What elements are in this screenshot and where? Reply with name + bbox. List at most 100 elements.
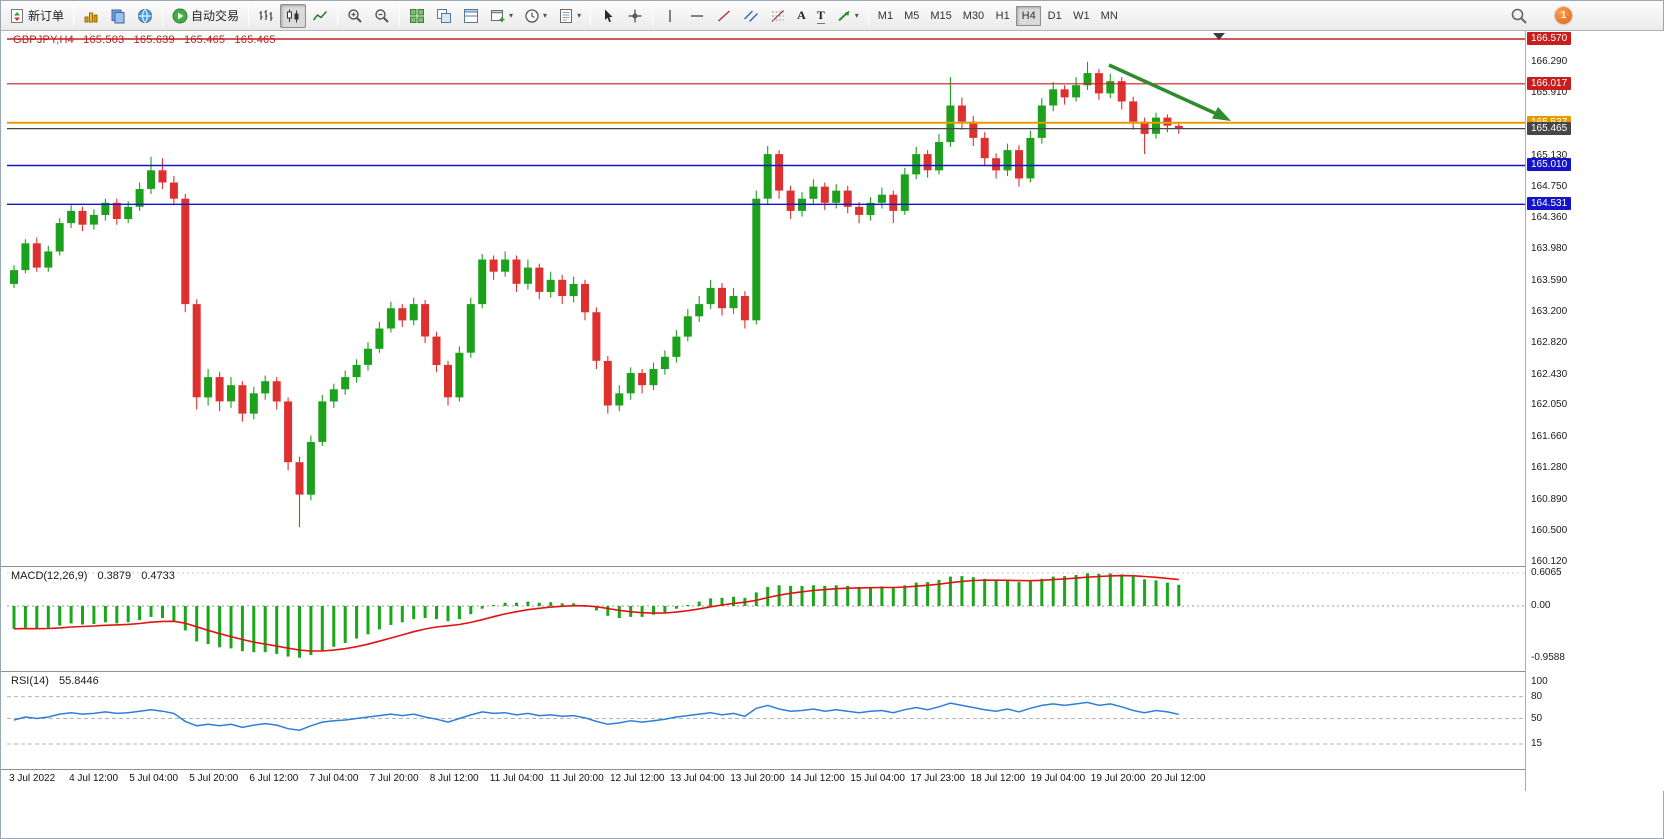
candle-body: [364, 348, 372, 365]
fibonacci-tool-button[interactable]: [765, 4, 791, 28]
bar-chart-button[interactable]: [253, 4, 279, 28]
zoom-in-button[interactable]: [342, 4, 368, 28]
toolbar-right-group: 1: [1505, 4, 1660, 28]
macd-histogram-bar: [549, 602, 553, 606]
candle-body: [341, 377, 350, 390]
timeframe-w1[interactable]: W1: [1068, 6, 1095, 26]
macd-histogram-bar: [800, 585, 804, 606]
price-axis[interactable]: 166.290 165.910 165.130 164.750 164.360 163.9…: [1525, 31, 1664, 791]
vertical-line-tool-button[interactable]: [657, 4, 683, 28]
time-axis-label: 12 Jul 12:00: [610, 773, 665, 784]
macd-histogram-bar: [857, 587, 861, 606]
price-tick-label: 166.290: [1531, 55, 1568, 67]
timeframe-m5[interactable]: M5: [899, 6, 924, 26]
autotrading-play-icon: [172, 8, 188, 23]
macd-histogram-bar: [926, 582, 930, 606]
candle-body: [227, 385, 235, 402]
new-chart-icon: [491, 9, 505, 22]
community-button[interactable]: [132, 4, 158, 28]
new-order-button[interactable]: 新订单: [4, 4, 69, 28]
rsi-axis-label: 50: [1531, 712, 1543, 724]
macd-histogram-bar: [1086, 573, 1089, 606]
panel-separator[interactable]: [1, 671, 1664, 672]
cascade-windows-icon: [437, 8, 452, 23]
data-window-icon: [111, 9, 125, 23]
time-axis-label: 4 Jul 12:00: [69, 773, 119, 784]
macd-canvas[interactable]: [7, 567, 1525, 670]
panel-separator[interactable]: [1, 566, 1664, 567]
chart-shift-marker[interactable]: [1213, 33, 1225, 40]
macd-histogram-bar: [1063, 576, 1067, 606]
arrows-tool-button[interactable]: ▾: [831, 4, 864, 28]
candle-body: [1003, 150, 1012, 171]
macd-histogram-bar: [663, 606, 667, 613]
macd-axis-label: 0.00: [1531, 600, 1551, 611]
macd-histogram-bar: [891, 587, 895, 606]
candle-body: [1140, 121, 1149, 134]
macd-histogram-bar: [1143, 579, 1147, 606]
new-order-label: 新订单: [28, 9, 65, 23]
time-axis[interactable]: 3 Jul 2022 4 Jul 12:00 5 Jul 04:00 5 Jul 20…: [7, 770, 1525, 791]
templates-button[interactable]: ▾: [553, 4, 586, 28]
periods-button[interactable]: ▾: [519, 4, 552, 28]
candle-body: [1072, 85, 1081, 98]
new-chart-button[interactable]: ▾: [485, 4, 518, 28]
timeframe-h4[interactable]: H4: [1016, 5, 1042, 26]
market-watch-button[interactable]: [78, 4, 104, 28]
macd-histogram-bar: [252, 606, 256, 653]
candle-body: [969, 121, 978, 138]
macd-histogram-bar: [560, 603, 564, 606]
text-tool-button[interactable]: A: [792, 4, 811, 28]
cascade-windows-button[interactable]: [431, 4, 457, 28]
tile-horizontal-button[interactable]: [458, 4, 484, 28]
candle-body: [89, 214, 98, 225]
horizontal-line-tool-button[interactable]: [684, 4, 710, 28]
line-chart-button[interactable]: [307, 4, 333, 28]
macd-histogram-bar: [1017, 582, 1021, 606]
toolbar-separator: [337, 5, 339, 26]
candle-body: [706, 287, 715, 305]
trendline-tool-button[interactable]: [711, 4, 737, 28]
macd-histogram-bar: [709, 598, 713, 606]
trend-arrow-annotation[interactable]: [1108, 63, 1231, 121]
label-tool-button[interactable]: T: [812, 4, 830, 28]
notification-badge[interactable]: 1: [1555, 7, 1572, 24]
zoom-out-button[interactable]: [369, 4, 395, 28]
line-chart-icon: [312, 10, 328, 20]
price-chart-canvas[interactable]: [7, 31, 1525, 566]
price-tick-label: 162.820: [1531, 337, 1568, 349]
candlestick-chart-button[interactable]: [280, 3, 307, 28]
candle-body: [455, 352, 464, 398]
candle-body: [660, 356, 669, 369]
timeframe-m1[interactable]: M1: [873, 6, 898, 26]
time-axis-label: 15 Jul 04:00: [850, 773, 905, 784]
cursor-button[interactable]: [595, 4, 621, 28]
crosshair-button[interactable]: [622, 4, 648, 28]
macd-histogram-bar: [480, 606, 484, 609]
time-axis-label: 6 Jul 12:00: [249, 773, 299, 784]
autotrading-button[interactable]: 自动交易: [167, 4, 244, 28]
timeframe-d1[interactable]: D1: [1042, 6, 1067, 26]
macd-histogram-bar: [103, 606, 107, 623]
candle-body: [992, 158, 1001, 171]
candle-body: [935, 142, 943, 171]
price-tick-label: 160.890: [1531, 493, 1568, 505]
channel-tool-button[interactable]: [738, 4, 764, 28]
candle-body: [158, 170, 167, 183]
macd-histogram-bar: [640, 606, 644, 617]
toolbar-separator: [399, 5, 401, 26]
macd-histogram-bar: [446, 606, 450, 622]
macd-histogram-bar: [69, 606, 73, 624]
rsi-canvas[interactable]: [7, 672, 1525, 768]
timeframe-m15[interactable]: M15: [925, 6, 956, 26]
time-axis-label: 19 Jul 04:00: [1030, 773, 1086, 784]
search-button[interactable]: [1505, 4, 1533, 28]
timeframe-h1[interactable]: H1: [990, 6, 1015, 26]
timeframe-mn[interactable]: MN: [1096, 6, 1123, 26]
rsi-label: RSI(14) 55.8446: [11, 675, 106, 687]
timeframe-m30[interactable]: M30: [958, 6, 989, 26]
candle-body: [615, 393, 624, 406]
data-window-button[interactable]: [105, 4, 131, 28]
candle-body: [1152, 117, 1160, 134]
tile-windows-button[interactable]: [404, 4, 430, 28]
